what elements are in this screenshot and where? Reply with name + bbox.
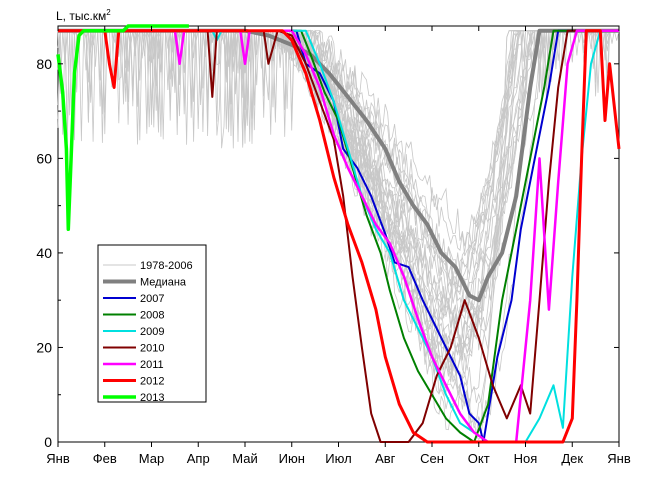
- x-tick-label: Мар: [139, 451, 164, 466]
- legend-box: [97, 244, 207, 403]
- x-tick-label: Июл: [325, 451, 351, 466]
- x-tick-label: Янв: [607, 451, 631, 466]
- x-tick-label: Окт: [468, 451, 490, 466]
- y-axis-ticks: 0 20 40 60 80: [36, 56, 619, 450]
- legend-label: 2007: [140, 293, 164, 305]
- y-axis-label: L, тыс.км2: [56, 8, 111, 23]
- x-tick-label: Май: [232, 451, 257, 466]
- legend-label: Медиана: [140, 277, 187, 289]
- series-line-2008: [58, 29, 619, 443]
- x-tick-label: Июн: [279, 451, 305, 466]
- series-line-2009: [58, 29, 619, 443]
- x-tick-label: Янв: [46, 451, 70, 466]
- x-tick-label: Авг: [375, 451, 396, 466]
- y-tick-label: 20: [36, 339, 52, 355]
- legend-label: 1978-2006: [140, 260, 193, 272]
- y-tick-label: 40: [36, 245, 52, 261]
- series-line-2010: [58, 29, 619, 443]
- series-line-2012: [58, 29, 621, 444]
- x-tick-label: Сен: [420, 451, 444, 466]
- x-tick-label: Апр: [187, 451, 210, 466]
- y-axis-label-sup: 2: [106, 8, 111, 17]
- x-tick-label: Дек: [561, 451, 583, 466]
- legend-label: 2011: [140, 359, 164, 371]
- legend-label: 2013: [140, 392, 164, 404]
- legend-label: 2008: [140, 310, 164, 322]
- series-line-2013: [56, 24, 189, 232]
- series-line-2011: [58, 29, 619, 444]
- y-tick-label: 60: [36, 150, 52, 166]
- y-tick-label: 80: [36, 56, 52, 72]
- background-line: [58, 30, 619, 354]
- legend-label: 2009: [140, 326, 164, 338]
- x-tick-label: Ноя: [514, 451, 538, 466]
- y-tick-label: 0: [44, 434, 52, 450]
- legend-label: 2010: [140, 343, 164, 355]
- x-tick-label: Фев: [93, 451, 117, 466]
- x-axis-ticks: Янв Фев Мар Апр Май Июн Июл Авг Сен Окт Ноя Дек Янв: [46, 26, 631, 466]
- legend: 1978-2006 Медиана 2007 2008 2009 2010 2011 2012…: [97, 244, 207, 404]
- legend-label: 2012: [140, 376, 164, 388]
